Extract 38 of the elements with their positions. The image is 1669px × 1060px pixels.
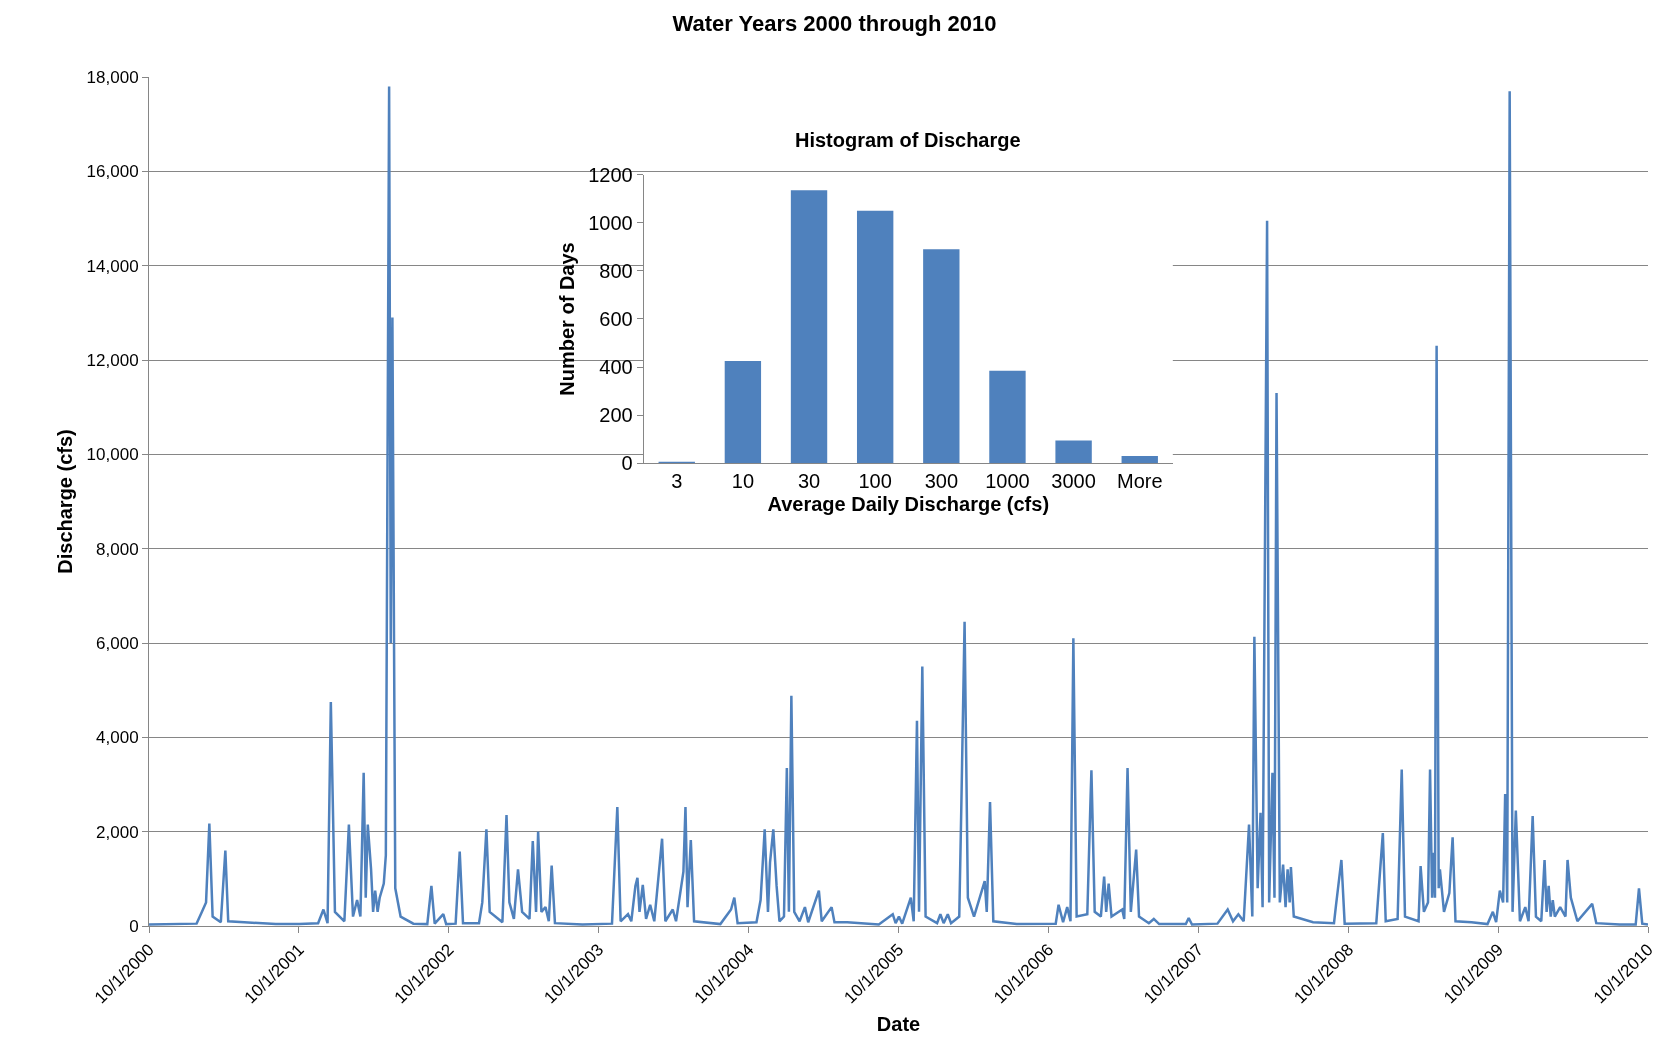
x-tick-label: 10 [731, 470, 755, 493]
x-tick-label: More [1116, 470, 1163, 493]
x-tick-label: 100 [858, 470, 892, 493]
bar [856, 210, 894, 464]
y-tick-label: 600 [599, 307, 633, 330]
y-tick-label: 6,000 [96, 633, 139, 653]
y-tick-label: 10,000 [86, 445, 139, 465]
bar [1121, 456, 1158, 464]
y-axis-title: Discharge (cfs) [54, 429, 77, 574]
y-tick-label: 8,000 [96, 539, 139, 559]
y-tick-label: 14,000 [86, 256, 139, 276]
bar [724, 361, 762, 464]
y-tick-label: 1200 [588, 163, 633, 186]
chart-title: Water Years 2000 through 2010 [672, 11, 997, 37]
bar [1055, 440, 1092, 464]
x-axis-title: Average Daily Discharge (cfs) [767, 492, 1050, 515]
y-tick-label: 1000 [588, 211, 633, 234]
bar [790, 190, 828, 464]
y-tick-label: 0 [621, 452, 633, 475]
y-tick-label: 0 [129, 916, 139, 936]
y-tick-label: 16,000 [86, 162, 139, 182]
y-tick-label: 2,000 [96, 822, 139, 842]
x-tick-label: 3000 [1051, 470, 1096, 493]
x-tick-label: 300 [924, 470, 959, 493]
x-tick-label: 1000 [985, 470, 1030, 493]
y-tick-label: 800 [599, 259, 633, 282]
x-tick-label: 30 [797, 470, 821, 493]
y-tick-label: 4,000 [96, 728, 139, 748]
bar [989, 370, 1026, 464]
y-tick-label: 12,000 [86, 350, 139, 370]
y-tick-label: 400 [599, 356, 633, 379]
y-tick-label: 18,000 [86, 67, 139, 87]
x-axis-title: Date [876, 1012, 921, 1035]
x-tick-label: 3 [671, 470, 683, 493]
y-tick-label: 200 [599, 404, 633, 427]
bar [923, 249, 960, 464]
chart-title: Histogram of Discharge [795, 129, 1021, 151]
y-axis-title: Number of Days [555, 242, 578, 396]
